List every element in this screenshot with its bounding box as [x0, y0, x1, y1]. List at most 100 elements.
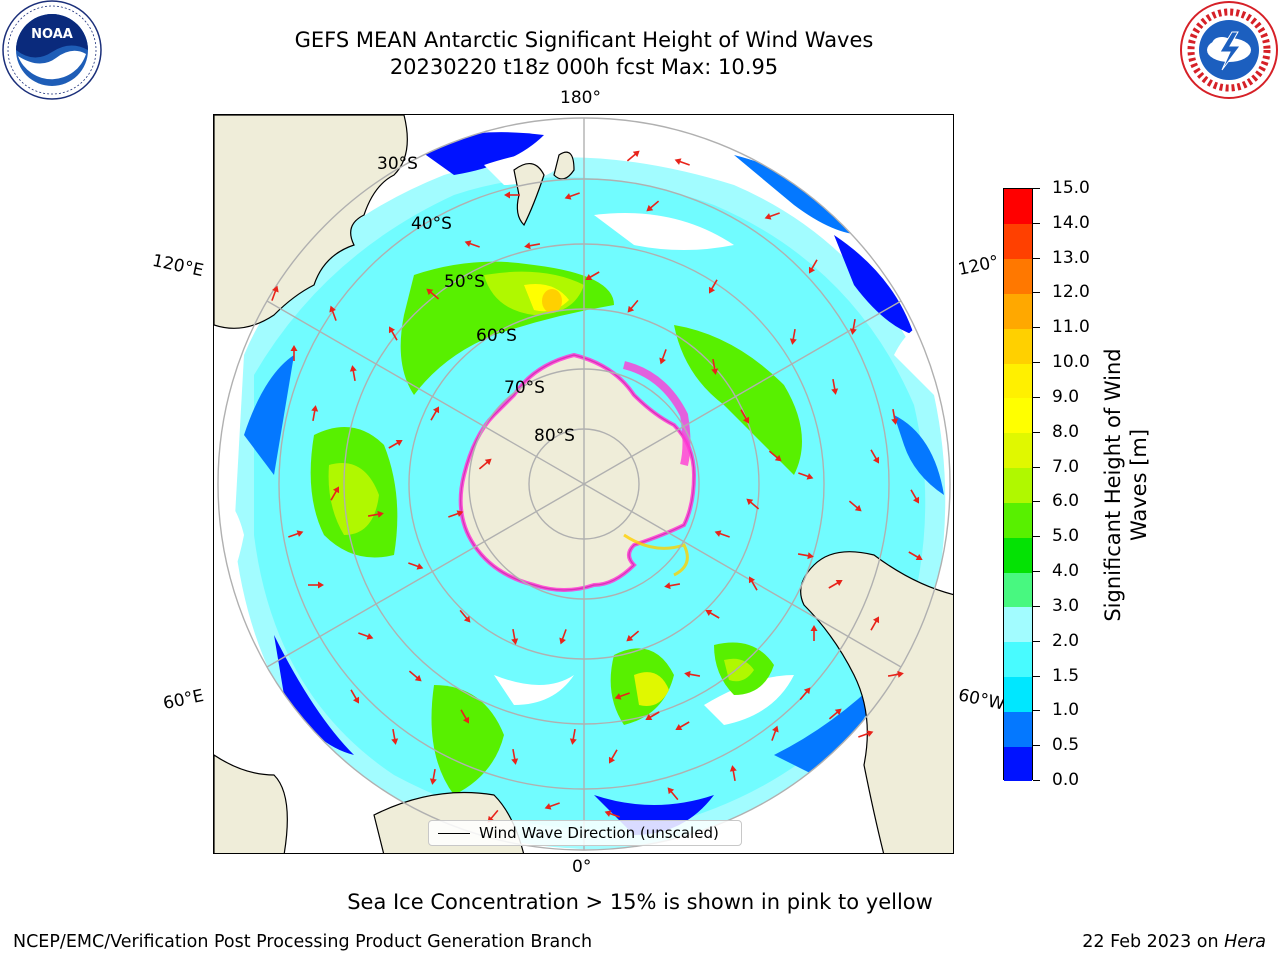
wave-direction-arrow — [585, 271, 600, 281]
colorbar-segment — [1004, 363, 1032, 399]
map-legend: Wind Wave Direction (unscaled) — [428, 820, 742, 846]
colorbar — [1003, 188, 1033, 782]
colorbar-tick — [1033, 431, 1040, 433]
lat-label-60: 60°S — [476, 326, 517, 346]
colorbar-tick-label: 2.0 — [1052, 630, 1080, 651]
colorbar-tick-label: 15.0 — [1052, 178, 1090, 198]
wave-direction-arrow — [711, 358, 719, 375]
wave-direction-arrow — [388, 326, 398, 341]
antarctica-continent — [458, 352, 697, 592]
colorbar-tick — [1033, 571, 1040, 573]
lon-label-60w: 60°W — [956, 685, 1007, 715]
wave-direction-arrow — [798, 472, 814, 480]
colorbar-tick-label: 8.0 — [1052, 421, 1080, 442]
colorbar-tick-label: 13.0 — [1052, 247, 1090, 268]
colorbar-tick — [1033, 396, 1040, 398]
wave-direction-arrow — [367, 510, 384, 518]
graticule — [217, 117, 951, 851]
wave-direction-arrow — [810, 625, 818, 641]
wave-direction-arrow — [308, 581, 324, 589]
wave-direction-arrow — [910, 489, 920, 504]
colorbar-tick — [1033, 362, 1040, 364]
colorbar-tick-label: 6.0 — [1052, 491, 1080, 512]
wave-direction-arrow — [627, 299, 639, 313]
colorbar-tick-label: 3.0 — [1052, 595, 1080, 616]
wave-direction-arrow — [559, 629, 567, 645]
lon-label-120e: 120°E — [150, 250, 206, 282]
wave-direction-arrow — [608, 749, 618, 764]
wave-direction-arrow — [460, 709, 470, 724]
wave-direction-arrow — [330, 486, 340, 501]
wave-direction-arrow — [645, 711, 660, 721]
colorbar-tick — [1033, 675, 1040, 677]
colorbar-tick — [1033, 292, 1040, 294]
colorbar-segment — [1004, 189, 1032, 225]
footer-credit: NCEP/EMC/Verification Post Processing Pr… — [13, 932, 593, 952]
lat-label-70: 70°S — [504, 378, 545, 398]
wave-direction-arrow — [828, 579, 843, 589]
wave-direction-arrow — [349, 365, 357, 382]
chart-subtitle: 20230220 t18z 000h fcst Max: 10.95 — [389, 55, 779, 79]
footer-date: 22 Feb 2023 on Hera — [1082, 932, 1266, 952]
wave-direction-arrow — [789, 328, 797, 345]
wave-direction-arrow — [504, 191, 520, 199]
colorbar-tick-label: 0.5 — [1052, 735, 1080, 756]
wave-direction-arrow — [604, 810, 620, 818]
wave-direction-arrow — [511, 628, 519, 645]
colorbar-tick — [1033, 605, 1040, 607]
colorbar-tick-label: 10.0 — [1052, 352, 1090, 373]
colorbar-tick-label: 4.0 — [1052, 561, 1080, 582]
wave-direction-arrow — [478, 458, 492, 470]
colorbar-segment — [1004, 746, 1032, 782]
colorbar-tick — [1033, 536, 1040, 538]
colorbar-tick — [1033, 745, 1040, 747]
footer-date-text: 22 Feb 2023 on — [1082, 932, 1225, 952]
wave-direction-arrow — [714, 530, 730, 538]
chart-title: GEFS MEAN Antarctic Significant Height o… — [294, 28, 874, 52]
lon-label-0: 0° — [572, 857, 592, 877]
colorbar-segment — [1004, 258, 1032, 294]
map-frame: 30°S 40°S 50°S 60°S 70°S 80°S Wind Wave … — [213, 114, 954, 854]
land-masses — [214, 115, 953, 853]
wave-direction-arrow — [288, 530, 304, 538]
wave-direction-arrow — [870, 616, 880, 631]
wave-direction-arrow — [459, 609, 471, 623]
wave-direction-arrow — [659, 349, 667, 365]
wave-direction-arrow — [408, 670, 422, 682]
colorbar-tick — [1033, 640, 1040, 642]
colorbar-segment — [1004, 572, 1032, 608]
colorbar-tick-label: 1.5 — [1052, 665, 1080, 686]
lat-label-40: 40°S — [411, 214, 452, 234]
legend-label: Wind Wave Direction (unscaled) — [479, 824, 719, 842]
footer-machine: Hera — [1224, 932, 1266, 952]
colorbar-tick — [1033, 710, 1040, 712]
wave-direction-arrow — [858, 730, 874, 738]
wave-direction-arrow — [764, 212, 780, 220]
colorbar-segment — [1004, 537, 1032, 573]
wave-direction-arrow — [626, 150, 640, 162]
wave-direction-arrow — [290, 345, 298, 361]
wave-direction-arrow — [705, 609, 720, 619]
wave-direction-arrow — [768, 450, 782, 462]
wave-direction-arrow — [544, 802, 560, 810]
wave-direction-arrow — [408, 562, 424, 570]
wave-direction-arrow — [684, 670, 701, 678]
colorbar-tick-label: 7.0 — [1052, 456, 1080, 477]
nws-logo — [1180, 1, 1278, 99]
wave-direction-arrow — [664, 582, 681, 590]
colorbar-segment — [1004, 606, 1032, 643]
wave-direction-arrow — [511, 748, 519, 765]
colorbar-tick — [1033, 780, 1040, 781]
wave-direction-arrow — [667, 787, 679, 801]
sea-ice-note: Sea Ice Concentration > 15% is shown in … — [347, 890, 933, 914]
wave-direction-arrow — [426, 288, 440, 300]
wave-direction-arrow — [674, 158, 690, 166]
colorbar-segment — [1004, 328, 1032, 364]
wave-direction-arrow — [808, 259, 818, 274]
wave-direction-arrow — [748, 576, 758, 591]
wave-direction-arrow — [429, 768, 437, 785]
colorbar-tick-label: 0.0 — [1052, 770, 1080, 790]
wave-direction-arrow — [908, 551, 923, 561]
wind-wave-arrows — [271, 150, 923, 823]
legend-line-swatch — [438, 833, 470, 835]
